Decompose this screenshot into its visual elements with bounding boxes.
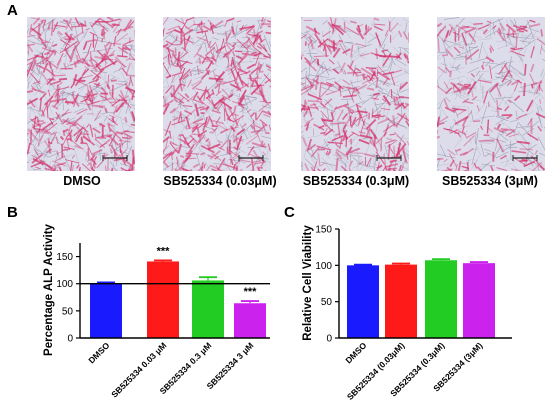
significance-marker-1: *** (157, 245, 171, 257)
y-tick-label: 0 (326, 334, 332, 345)
error-bar-2 (199, 276, 217, 281)
bar-1 (385, 264, 417, 338)
x-tick-label-0: DMSO (86, 340, 111, 365)
error-bar-0 (354, 263, 372, 266)
scale-bar (238, 155, 264, 161)
error-bar-1 (392, 262, 410, 265)
bar-1 (147, 261, 179, 338)
micrograph-sb-03 (301, 17, 409, 171)
error-bar-2 (432, 258, 450, 261)
y-tick-label: 0 (67, 334, 73, 345)
error-bar-1 (154, 259, 172, 262)
panel-letter-b: B (7, 204, 18, 221)
micrograph-label-sb-03: SB525334 (0.3μM) (302, 174, 410, 188)
y-axis-label: Relative Cell Viability (302, 225, 314, 341)
scale-bar (376, 155, 402, 161)
panel-letter-c: C (284, 204, 295, 221)
micrograph-label-sb-3: SB525334 (3μM) (442, 174, 538, 188)
y-tick-label: 50 (321, 297, 333, 308)
micrograph-label-sb-003: SB525334 (0.03μM) (163, 174, 277, 188)
error-bar-3 (241, 300, 259, 304)
scale-bar (512, 155, 538, 161)
bar-2 (192, 280, 224, 338)
y-tick-label: 150 (56, 252, 73, 263)
y-tick-label: 150 (315, 225, 332, 236)
bar-3 (463, 263, 495, 338)
bar-3 (234, 303, 266, 338)
micrograph-sb-003 (163, 17, 271, 171)
y-tick-label: 100 (56, 279, 73, 290)
micrograph-sb-3 (437, 17, 545, 171)
y-axis-label: Percentage ALP Activity (43, 223, 55, 355)
bar-2 (425, 260, 457, 338)
panel-letter-a: A (7, 2, 18, 19)
bar-0 (90, 283, 122, 338)
y-tick-label: 100 (315, 261, 332, 272)
error-bar-3 (470, 261, 488, 264)
scale-bar (102, 155, 128, 161)
micrograph-label-dmso: DMSO (63, 174, 101, 188)
x-tick-label-0: DMSO (343, 340, 368, 365)
significance-marker-3: *** (244, 286, 258, 298)
micrograph-dmso (27, 17, 135, 171)
y-tick-label: 50 (62, 306, 74, 317)
bar-0 (347, 265, 379, 338)
